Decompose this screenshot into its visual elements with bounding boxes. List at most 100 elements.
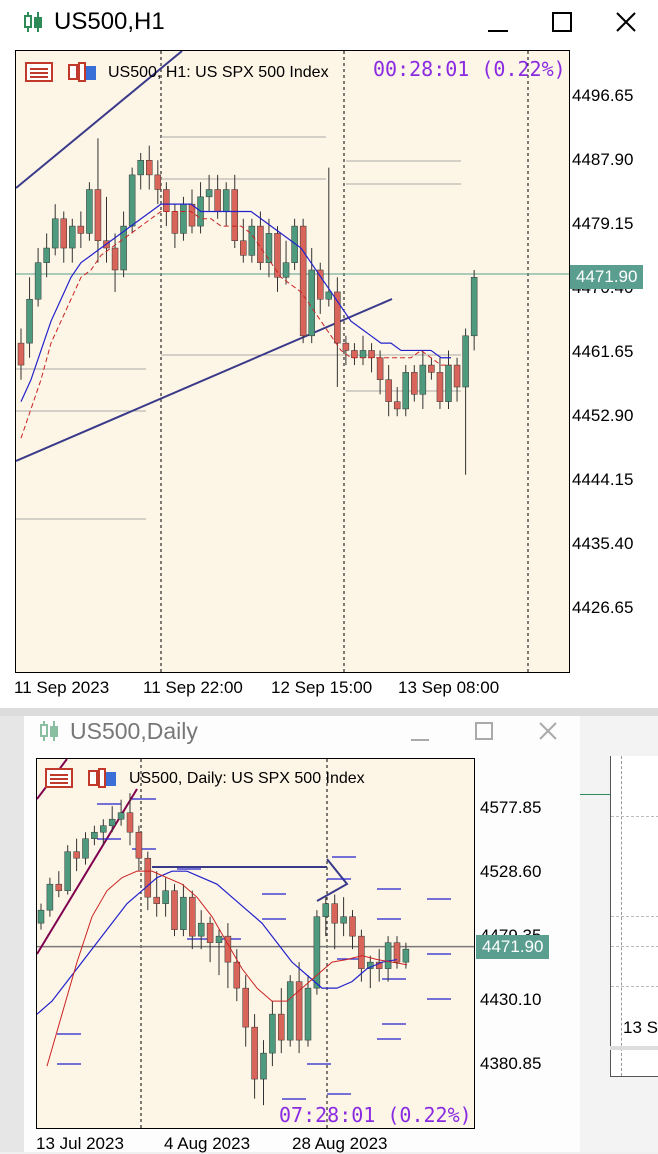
h1-candle [385,379,392,402]
h1-candle [171,211,179,234]
h1-candle [428,364,435,373]
daily-ma-slow [46,870,408,1067]
h1-chart-header: US500, H1: US SPX 500 Index [108,64,329,81]
daily-candle [331,903,338,924]
close-button[interactable] [516,716,580,746]
candlestick-icon [40,721,58,741]
h1-titlebar[interactable]: US500,H1 [0,0,658,44]
h1-candle [77,225,85,234]
daily-candle [117,812,125,820]
h1-x-tick: 13 Sep 08:00 [398,678,500,697]
maximize-button[interactable] [452,716,516,746]
h1-candle [359,350,367,359]
background-window[interactable]: 13 S [580,716,658,1152]
daily-candle [100,825,107,833]
daily-candle [73,851,80,859]
h1-candle [222,189,230,212]
h1-candle [128,174,136,227]
h1-candle [291,225,298,263]
minimize-button[interactable] [466,0,530,44]
h1-y-tick: 4426.65 [572,598,634,617]
daily-candle [215,935,223,943]
close-button[interactable] [594,0,658,44]
window-separator [0,708,658,716]
h1-candle [43,247,50,263]
daily-candle [358,935,365,969]
h1-candle [163,189,170,212]
h1-candle [154,174,162,190]
daily-candle [126,812,134,833]
daily-candle [46,883,54,911]
daily-candle [64,851,71,891]
daily-candle [108,818,116,826]
h1-candle [214,189,221,212]
h1-candle [334,291,341,344]
h1-window-title: US500,H1 [54,8,165,35]
h1-candle [26,298,33,344]
maximize-button[interactable] [530,0,594,44]
h1-candle [436,372,444,402]
daily-x-tick: 28 Aug 2023 [292,1134,388,1153]
h1-candle [69,225,76,249]
h1-candle [265,233,273,263]
h1-candle [419,364,427,395]
daily-candle [304,987,312,1041]
daily-candle [171,890,178,930]
daily-window: US500,Daily US500, Daily: US SPX 500 Ind… [24,716,580,1153]
h1-y-tick: 4461.65 [572,342,634,361]
daily-candle [135,831,143,859]
h1-candle [231,189,238,241]
h1-candle [453,364,461,388]
daily-y-tick: 4430.10 [480,990,542,1009]
daily-y-tick: 4380.85 [480,1054,542,1073]
daily-chart-area[interactable]: US500, Daily: US SPX 500 Index 07:28:01 … [36,758,475,1129]
h1-candle [120,225,127,271]
h1-candle [368,350,375,359]
h1-candle [137,160,144,176]
daily-candle [180,896,187,930]
daily-candle [393,942,401,963]
window-list-icon [45,768,73,788]
daily-titlebar[interactable]: US500,Daily [24,716,580,746]
h1-candle [282,262,290,278]
h1-candle [462,335,469,388]
minimize-icon [488,30,508,32]
daily-window-title: US500,Daily [70,717,198,744]
daily-current-price-tag: 4471.90 [476,935,550,959]
daily-candle [82,838,89,859]
daily-candle [295,981,303,1041]
h1-x-tick: 11 Sep 22:00 [143,678,243,697]
daily-candle [340,916,347,924]
h1-candle [445,364,452,402]
daily-y-tick: 4577.85 [480,798,542,817]
h1-candle [180,203,187,234]
daily-trend-line [316,858,349,902]
h1-ma-slow [20,210,451,439]
daily-candle [251,1026,258,1080]
daily-candle [153,896,160,904]
h1-candle [274,233,281,278]
h1-candle [308,269,315,337]
minimize-button[interactable] [388,716,452,746]
h1-y-tick: 4452.90 [572,406,634,425]
h1-candle [342,342,350,351]
candlestick-icon [24,12,42,32]
daily-candle [162,890,169,904]
h1-y-tick: 4487.90 [572,150,634,169]
h1-chart-area[interactable]: US500, H1: US SPX 500 Index 00:28:01 (0.… [15,50,570,673]
h1-candle [51,218,59,249]
daily-candle [278,1013,285,1041]
h1-candle [205,189,213,198]
daily-candle [349,916,356,937]
maximize-icon [475,722,493,740]
window-list-icon [25,62,53,82]
h1-y-tick: 4435.40 [572,534,634,553]
daily-candle [233,961,241,989]
daily-candle [189,896,196,937]
background-x-tick: 13 S [623,1018,658,1037]
h1-candle [299,225,307,337]
close-icon [539,722,557,740]
daily-ma-fast [37,870,398,1015]
h1-candle [376,357,384,380]
h1-window: US500,H1 US500, H1: US SPX 500 Index 00:… [0,0,658,708]
